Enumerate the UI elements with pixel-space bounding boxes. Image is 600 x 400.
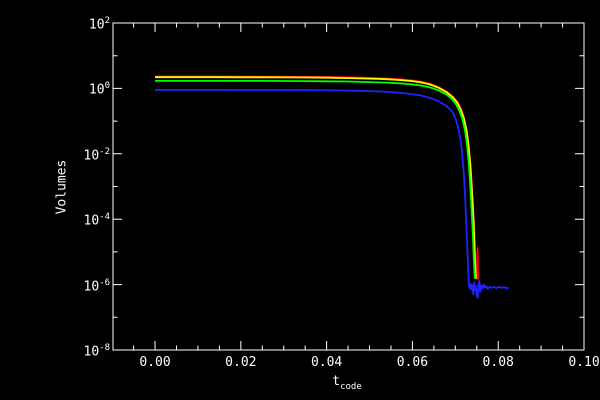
x-axis-title-main: t	[332, 374, 341, 390]
y-tick-label: 102	[88, 16, 110, 33]
y-tick-label: 10-8	[83, 343, 111, 360]
x-tick-label: 0.08	[482, 355, 514, 370]
x-tick-label: 0.02	[225, 355, 257, 370]
x-tick-label: 0.04	[310, 355, 343, 370]
x-tick-label: 0.06	[396, 355, 429, 370]
x-tick-label: 0.10	[568, 355, 600, 370]
y-tick-label: 10-4	[83, 212, 111, 229]
plot-box	[112, 22, 585, 351]
y-axis-title: Volumes	[54, 159, 70, 214]
series-line-red-volume	[155, 75, 479, 280]
plot-frame	[112, 22, 585, 351]
data-series	[155, 75, 510, 299]
y-tick-label: 10-2	[83, 146, 111, 164]
x-axis-title-subscript: code	[340, 381, 362, 392]
series-line-yellow-volume	[155, 76, 477, 279]
series-line-green-volume	[155, 80, 476, 279]
axis-ticks	[113, 22, 585, 351]
y-tick-label: 10-6	[83, 277, 111, 294]
tick-marks	[113, 22, 585, 351]
x-axis-title: tcode	[332, 374, 362, 392]
y-tick-label: 100	[88, 81, 110, 98]
x-tick-label: 0.00	[139, 355, 171, 370]
series-line-blue-volume	[155, 89, 510, 299]
